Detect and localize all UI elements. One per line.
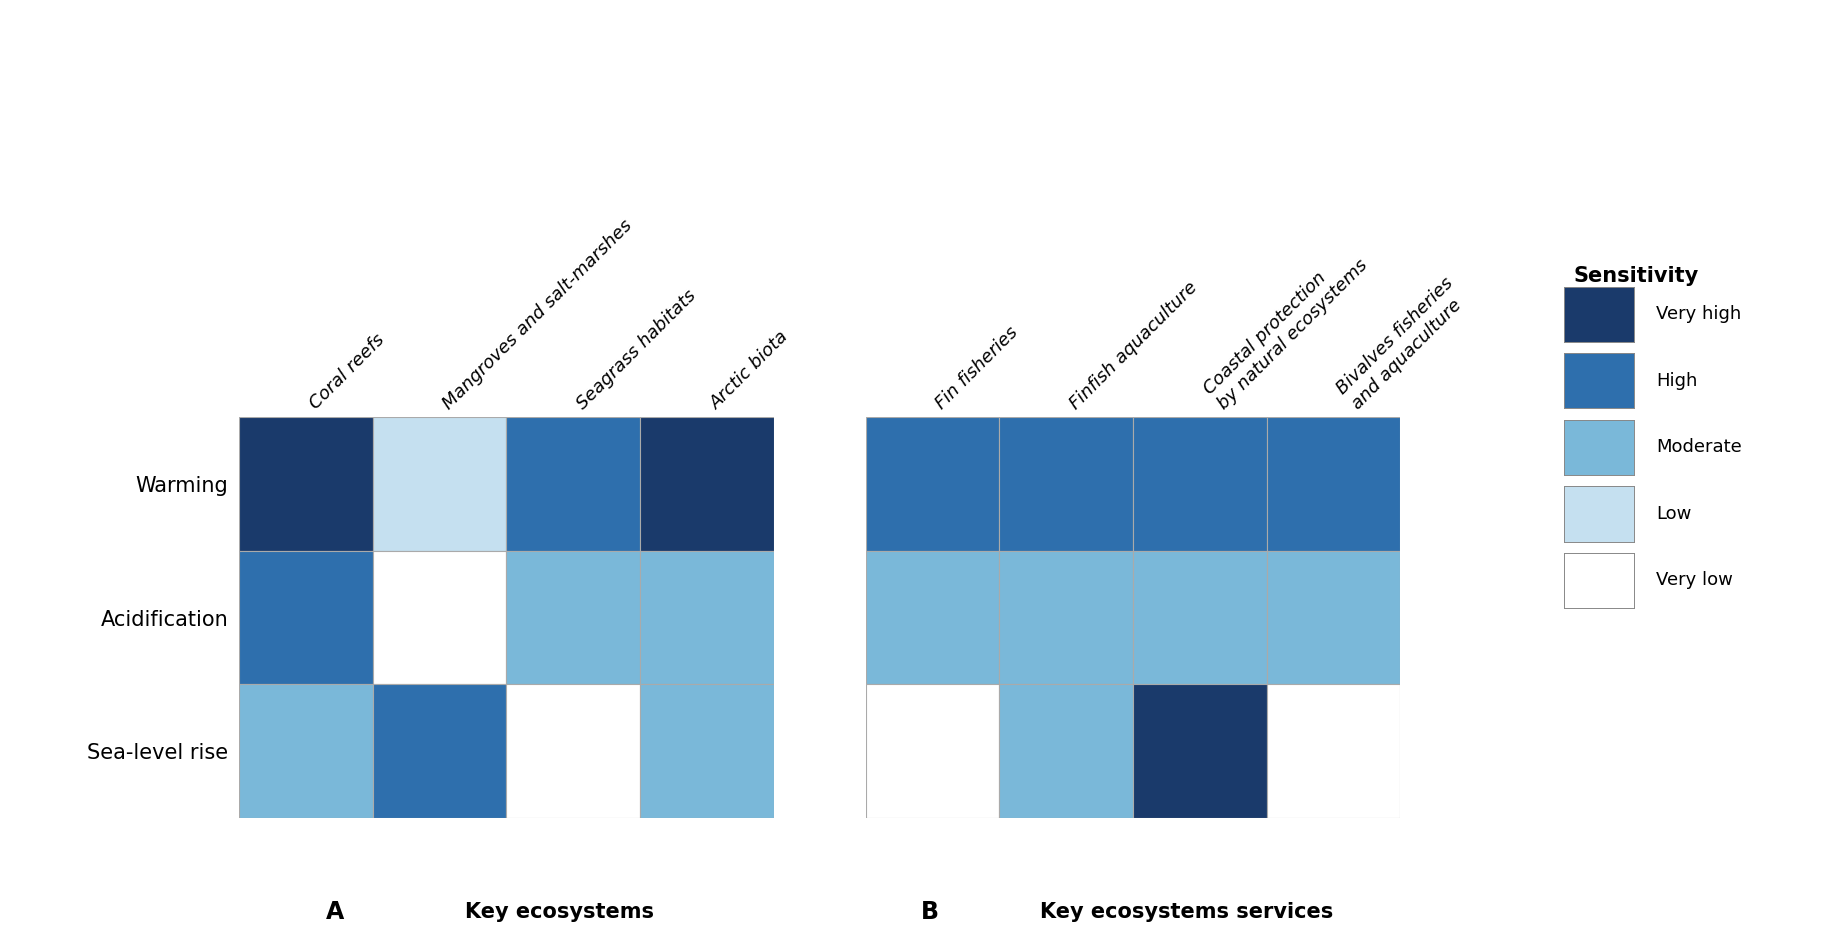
Bar bbox=[506, 684, 640, 818]
Bar bbox=[866, 684, 999, 818]
Bar bbox=[866, 551, 999, 684]
Bar bbox=[373, 684, 506, 818]
Bar bbox=[1265, 417, 1399, 551]
Text: Key ecosystems: Key ecosystems bbox=[465, 902, 655, 922]
Bar bbox=[640, 417, 774, 551]
Bar bbox=[640, 684, 774, 818]
Bar bbox=[866, 417, 999, 551]
Bar bbox=[1265, 551, 1399, 684]
Text: Low: Low bbox=[1655, 505, 1690, 522]
Text: Very high: Very high bbox=[1655, 306, 1740, 323]
Bar bbox=[1265, 684, 1399, 818]
Bar bbox=[999, 684, 1133, 818]
Text: Key ecosystems services: Key ecosystems services bbox=[1039, 902, 1333, 922]
Text: High: High bbox=[1655, 372, 1696, 390]
Text: B: B bbox=[920, 900, 938, 924]
Bar bbox=[239, 417, 373, 551]
Bar bbox=[999, 551, 1133, 684]
Bar bbox=[640, 551, 774, 684]
Bar bbox=[506, 417, 640, 551]
Text: Moderate: Moderate bbox=[1655, 439, 1742, 456]
Bar bbox=[239, 684, 373, 818]
Text: Sensitivity: Sensitivity bbox=[1572, 266, 1697, 286]
Bar bbox=[1133, 417, 1265, 551]
Bar bbox=[373, 417, 506, 551]
Bar bbox=[373, 551, 506, 684]
Text: A: A bbox=[326, 900, 344, 924]
Bar bbox=[1133, 551, 1265, 684]
Bar bbox=[506, 551, 640, 684]
Bar bbox=[999, 417, 1133, 551]
Bar bbox=[239, 551, 373, 684]
Bar bbox=[1133, 684, 1265, 818]
Text: Very low: Very low bbox=[1655, 572, 1732, 589]
